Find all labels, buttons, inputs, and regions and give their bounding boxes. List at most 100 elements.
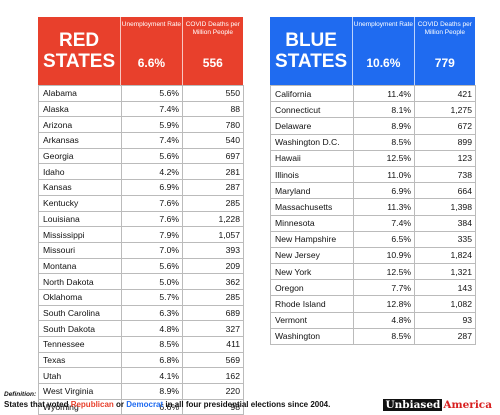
unemployment-rate: 7.7% <box>353 279 415 297</box>
unemployment-rate: 8.5% <box>353 133 415 151</box>
state-row: Kentucky 7.6% 285 <box>38 194 244 212</box>
covid-deaths: 335 <box>414 230 476 248</box>
state-row: South Carolina 6.3% 689 <box>38 304 244 322</box>
state-name: Texas <box>38 351 122 369</box>
covid-deaths: 1,228 <box>182 210 244 228</box>
state-row: Washington D.C. 8.5% 899 <box>270 133 476 151</box>
unemployment-rate: 8.5% <box>353 327 415 346</box>
unemployment-rate: 7.0% <box>121 241 183 259</box>
covid-deaths: 285 <box>182 194 244 212</box>
covid-deaths: 1,082 <box>414 295 476 313</box>
covid-deaths: 672 <box>414 117 476 135</box>
state-name: South Dakota <box>38 320 122 337</box>
unemployment-rate: 11.4% <box>353 84 415 103</box>
unemployment-rate: 11.3% <box>353 198 415 216</box>
state-row: Louisiana 7.6% 1,228 <box>38 210 244 228</box>
blue-states-header: BLUE STATES Unemployment Rate 10.6% COVID… <box>270 17 475 85</box>
covid-deaths: 697 <box>182 147 244 165</box>
unemployment-rate: 11.0% <box>353 165 415 184</box>
state-name: South Carolina <box>38 304 122 322</box>
covid-deaths: 540 <box>182 132 244 149</box>
unemployment-rate: 7.9% <box>121 226 183 243</box>
state-row: Wyoming 6.6% 98 <box>38 398 244 415</box>
state-row: Mississippi 7.9% 1,057 <box>38 226 244 243</box>
blue-unemployment-column-header: Unemployment Rate 10.6% <box>353 17 415 85</box>
state-row: New Hampshire 6.5% 335 <box>270 230 476 248</box>
covid-deaths: 421 <box>414 84 476 103</box>
unemployment-rate: 4.8% <box>353 311 415 329</box>
definition-text: States that voted Republican or Democrat… <box>4 400 331 409</box>
unemployment-rate: 12.8% <box>353 295 415 313</box>
state-name: Louisiana <box>38 210 122 228</box>
unemployment-rate: 7.4% <box>353 214 415 232</box>
covid-deaths: 393 <box>182 241 244 259</box>
state-row: Massachusetts 11.3% 1,398 <box>270 198 476 216</box>
unemployment-rate: 6.8% <box>121 351 183 369</box>
state-row: Vermont 4.8% 93 <box>270 311 476 329</box>
state-name: New Jersey <box>270 246 354 265</box>
state-name: Alaska <box>38 100 122 118</box>
covid-deaths: 738 <box>414 165 476 184</box>
unemployment-rate: 6.9% <box>121 179 183 196</box>
covid-deaths: 411 <box>182 336 244 353</box>
blue-states-title: BLUE STATES <box>270 17 354 85</box>
state-row: Illinois 11.0% 738 <box>270 165 476 184</box>
covid-deaths: 550 <box>182 85 244 102</box>
state-row: Minnesota 7.4% 384 <box>270 214 476 232</box>
state-name: Washington D.C. <box>270 133 354 151</box>
definition-label: Definition: <box>4 391 37 398</box>
unemployment-rate: 6.3% <box>121 304 183 322</box>
unemployment-rate: 7.6% <box>121 194 183 212</box>
state-name: New Hampshire <box>270 230 354 248</box>
state-name: Hawaii <box>270 149 354 167</box>
state-name: Connecticut <box>270 101 354 119</box>
state-name: Delaware <box>270 117 354 135</box>
blue-deaths-column-header: COVID Deaths per Million People 779 <box>415 17 475 85</box>
state-row: New Jersey 10.9% 1,824 <box>270 246 476 265</box>
state-row: Connecticut 8.1% 1,275 <box>270 101 476 119</box>
state-name: California <box>270 84 354 103</box>
state-name: Washington <box>270 327 354 346</box>
state-row: Arkansas 7.4% 540 <box>38 132 244 149</box>
covid-deaths: 287 <box>414 327 476 346</box>
covid-deaths: 664 <box>414 182 476 200</box>
unemployment-rate: 7.6% <box>121 210 183 228</box>
covid-deaths: 1,057 <box>182 226 244 243</box>
red-unemployment-column-header: Unemployment Rate 6.6% <box>121 17 183 85</box>
definition-footer: Definition: States that voted Republican… <box>4 390 330 410</box>
republican-word: Republican <box>70 400 114 409</box>
state-name: Massachusetts <box>270 198 354 216</box>
unemployment-rate: 5.6% <box>121 147 183 165</box>
unemployment-rate: 12.5% <box>353 149 415 167</box>
state-row: North Dakota 5.0% 362 <box>38 273 244 290</box>
state-name: Oklahoma <box>38 288 122 306</box>
state-row: Rhode Island 12.8% 1,082 <box>270 295 476 313</box>
blue-unemployment-total: 10.6% <box>366 56 401 70</box>
state-row: Delaware 8.9% 672 <box>270 117 476 135</box>
unemployment-rate: 6.5% <box>353 230 415 248</box>
unemployment-rate: 8.1% <box>353 101 415 119</box>
covid-deaths: 780 <box>182 116 244 134</box>
state-name: Alabama <box>38 85 122 102</box>
unemployment-rate: 6.9% <box>353 182 415 200</box>
covid-deaths: 209 <box>182 257 244 275</box>
red-states-table: RED STATES Unemployment Rate 6.6% COVID D… <box>38 17 244 415</box>
state-row: California 11.4% 421 <box>270 84 476 103</box>
state-row: Tennessee 8.5% 411 <box>38 336 244 353</box>
state-row: West Virginia 8.9% 220 <box>38 383 244 400</box>
state-row: Montana 5.6% 209 <box>38 257 244 275</box>
unemployment-rate: 12.5% <box>353 263 415 281</box>
unemployment-rate: 4.8% <box>121 320 183 337</box>
state-row: Idaho 4.2% 281 <box>38 163 244 181</box>
state-row: Kansas 6.9% 287 <box>38 179 244 196</box>
state-row: Oklahoma 5.7% 285 <box>38 288 244 306</box>
covid-deaths: 98 <box>182 398 244 415</box>
covid-deaths: 162 <box>182 367 244 385</box>
covid-deaths: 569 <box>182 351 244 369</box>
covid-deaths: 362 <box>182 273 244 290</box>
covid-deaths: 899 <box>414 133 476 151</box>
red-unemployment-total: 6.6% <box>137 56 166 70</box>
covid-deaths: 1,321 <box>414 263 476 281</box>
state-name: Arkansas <box>38 132 122 149</box>
covid-deaths: 287 <box>182 179 244 196</box>
